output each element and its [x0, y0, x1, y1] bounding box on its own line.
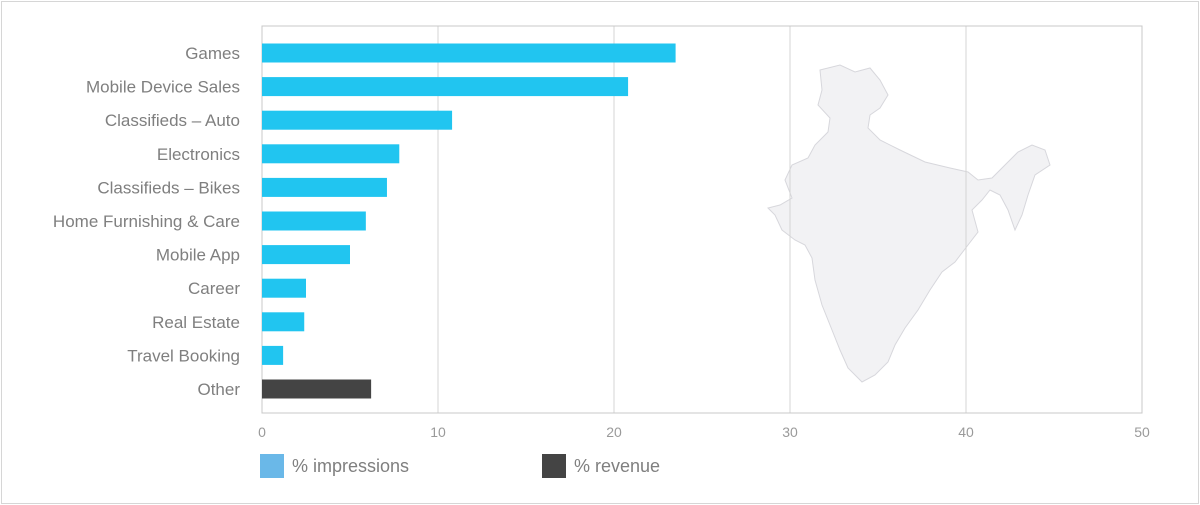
- x-tick-label: 10: [430, 424, 446, 440]
- india-map-icon: [767, 64, 1051, 383]
- bar-career: [262, 278, 306, 298]
- legend-label-impressions: % impressions: [292, 456, 409, 476]
- bar-mobile-device-sales: [262, 77, 629, 97]
- category-label: Real Estate: [152, 313, 240, 332]
- bar-classifieds-bikes: [262, 177, 387, 197]
- category-label: Career: [188, 279, 240, 298]
- category-label: Classifieds – Bikes: [97, 178, 240, 197]
- x-tick-label: 0: [258, 424, 266, 440]
- x-tick-label: 20: [606, 424, 622, 440]
- legend-swatch-revenue: [542, 454, 566, 478]
- category-label: Classifieds – Auto: [105, 111, 240, 130]
- legend-swatch-impressions: [260, 454, 284, 478]
- x-tick-label: 30: [782, 424, 798, 440]
- category-label: Travel Booking: [127, 346, 240, 365]
- category-label: Other: [197, 380, 240, 399]
- x-tick-label: 50: [1134, 424, 1150, 440]
- category-label: Electronics: [157, 145, 240, 164]
- category-label: Games: [185, 44, 240, 63]
- bar-classifieds-auto: [262, 110, 453, 130]
- category-label: Mobile App: [156, 246, 240, 265]
- bar-mobile-app: [262, 245, 350, 265]
- bar-real-estate: [262, 312, 305, 332]
- category-label: Home Furnishing & Care: [53, 212, 240, 231]
- category-label: Mobile Device Sales: [86, 78, 240, 97]
- x-tick-label: 40: [958, 424, 974, 440]
- bar-home-furnishing-care: [262, 211, 366, 231]
- legend-label-revenue: % revenue: [574, 456, 660, 476]
- bar-games: [262, 43, 676, 63]
- bar-other: [262, 379, 372, 399]
- bar-electronics: [262, 144, 400, 164]
- bar-travel-booking: [262, 345, 284, 365]
- legend: % impressions % revenue: [260, 454, 660, 478]
